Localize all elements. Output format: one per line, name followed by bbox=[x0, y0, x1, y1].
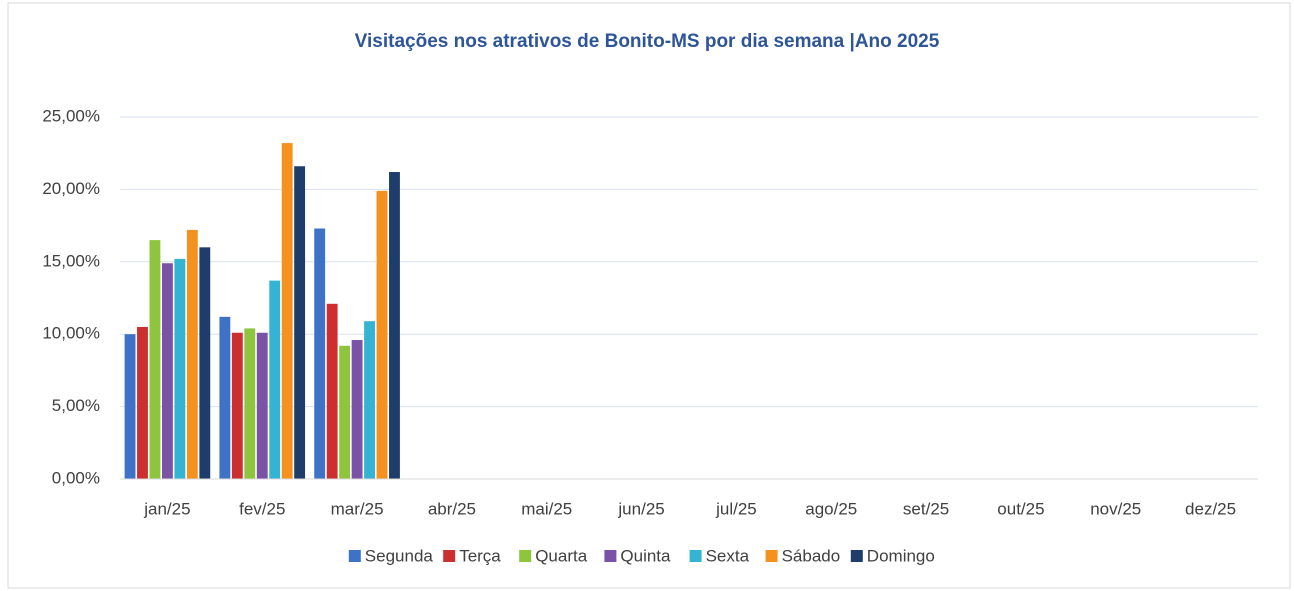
legend-swatch bbox=[765, 550, 778, 562]
bar bbox=[161, 263, 173, 479]
bar bbox=[256, 332, 268, 479]
legend-label: Quinta bbox=[620, 546, 671, 565]
x-tick-label: fev/25 bbox=[239, 499, 285, 518]
legend-label: Segunda bbox=[365, 546, 434, 565]
bar bbox=[174, 258, 186, 479]
bar bbox=[269, 280, 281, 479]
bar bbox=[186, 229, 198, 479]
bar bbox=[244, 328, 256, 479]
x-tick-label: set/25 bbox=[903, 499, 949, 518]
bar bbox=[389, 172, 400, 480]
legend-swatch bbox=[604, 550, 617, 562]
legend-label: Terça bbox=[459, 546, 501, 565]
x-tick-label: jul/25 bbox=[715, 499, 757, 518]
bar bbox=[149, 240, 161, 479]
bar bbox=[376, 190, 388, 479]
bar bbox=[364, 321, 375, 479]
legend-swatch bbox=[689, 550, 702, 562]
bar bbox=[137, 326, 148, 479]
x-tick-label: ago/25 bbox=[805, 499, 857, 518]
x-tick-label: jan/25 bbox=[143, 499, 190, 518]
y-tick-label: 15,00% bbox=[42, 251, 100, 270]
y-tick-label: 20,00% bbox=[42, 179, 100, 198]
legend-swatch bbox=[348, 550, 361, 562]
y-tick-label: 10,00% bbox=[42, 324, 100, 343]
legend-swatch bbox=[519, 550, 532, 562]
x-tick-label: abr/25 bbox=[428, 499, 476, 518]
legend-swatch bbox=[850, 550, 863, 562]
bar bbox=[351, 339, 363, 479]
y-tick-label: 25,00% bbox=[42, 106, 100, 125]
y-tick-label: 5,00% bbox=[52, 396, 100, 415]
bar bbox=[231, 332, 243, 479]
bar bbox=[219, 316, 231, 479]
legend-label: Domingo bbox=[867, 546, 935, 565]
x-tick-label: jun/25 bbox=[617, 499, 664, 518]
x-tick-label: nov/25 bbox=[1090, 499, 1141, 518]
chart-title: Visitações nos atrativos de Bonito-MS po… bbox=[355, 31, 940, 52]
chart-border bbox=[7, 2, 1291, 589]
x-tick-label: dez/25 bbox=[1185, 499, 1236, 518]
bar bbox=[281, 143, 293, 479]
legend-swatch bbox=[443, 550, 456, 562]
x-tick-label: out/25 bbox=[997, 499, 1044, 518]
bar bbox=[339, 345, 351, 479]
bar bbox=[314, 228, 326, 479]
bar bbox=[294, 166, 306, 479]
legend-label: Sexta bbox=[706, 546, 750, 565]
y-tick-label: 0,00% bbox=[52, 468, 100, 487]
x-tick-label: mai/25 bbox=[521, 499, 572, 518]
bar bbox=[326, 303, 338, 479]
x-tick-label: mar/25 bbox=[331, 499, 384, 518]
legend-label: Sábado bbox=[782, 546, 841, 565]
legend-label: Quarta bbox=[535, 546, 588, 565]
bar bbox=[199, 247, 211, 479]
bar bbox=[124, 334, 136, 479]
